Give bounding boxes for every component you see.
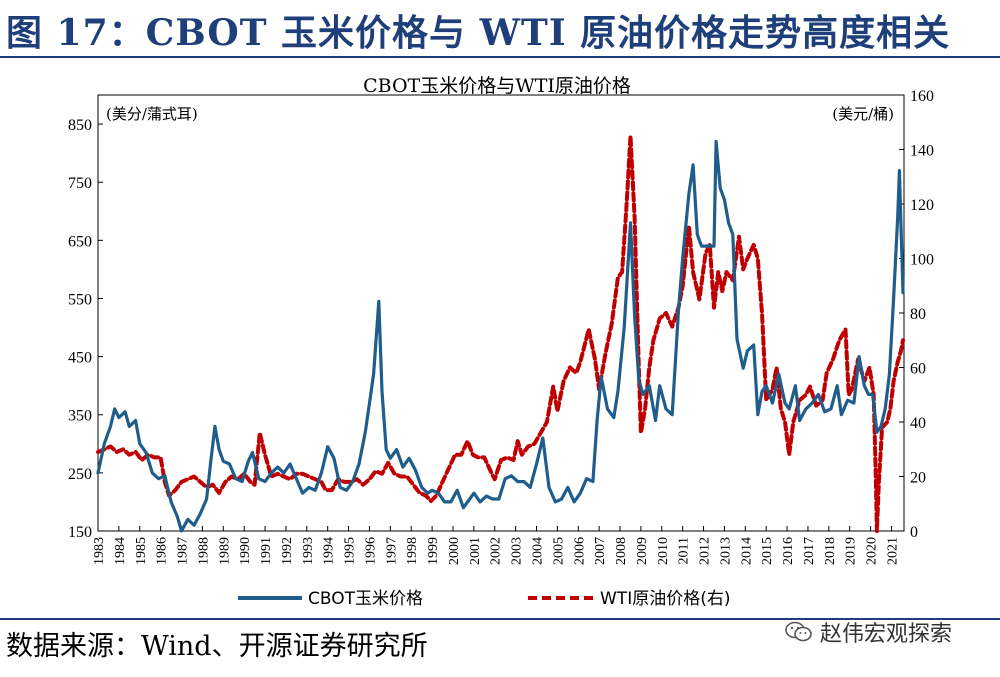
- x-tick-label: 1987: [176, 537, 191, 565]
- x-tick-label: 2011: [677, 537, 692, 564]
- x-tick-label: 1991: [259, 537, 274, 565]
- left-axis-unit: (美分/蒲式耳): [106, 105, 198, 123]
- x-tick-label: 2005: [551, 537, 566, 565]
- x-tick-label: 2001: [468, 537, 483, 565]
- x-tick-label: 2009: [635, 537, 650, 565]
- x-tick-label: 1985: [134, 537, 149, 565]
- x-tick-label: 2013: [718, 537, 733, 565]
- right-axis: 0 20 40 60 80 100 120 140 160: [899, 88, 934, 541]
- x-tick-label: 2017: [802, 537, 817, 565]
- legend-label-oil: WTI原油价格(右): [600, 589, 730, 609]
- x-tick-label: 2021: [885, 537, 900, 565]
- left-tick-label: 850: [68, 117, 92, 134]
- x-tick-label: 2000: [447, 537, 462, 565]
- x-tick-label: 2006: [572, 537, 587, 565]
- x-tick-label: 1996: [363, 537, 378, 565]
- x-tick-label: 2016: [781, 537, 796, 565]
- right-axis-unit: (美元/桶): [832, 105, 894, 123]
- legend: CBOT玉米价格 WTI原油价格(右): [238, 589, 730, 609]
- left-tick-label: 250: [68, 466, 92, 483]
- x-tick-label: 2012: [698, 537, 713, 565]
- x-tick-label: 1988: [196, 537, 211, 565]
- x-tick-label: 2004: [530, 537, 545, 565]
- x-tick-label: 1999: [426, 537, 441, 565]
- chart: CBOT玉米价格与WTI原油价格 (美分/蒲式耳) (美元/桶) 150 250 3…: [0, 58, 1000, 618]
- x-tick-label: 1986: [155, 537, 170, 565]
- right-tick-label: 160: [910, 88, 934, 105]
- x-tick-label: 2010: [656, 537, 671, 565]
- wechat-icon: [785, 621, 812, 642]
- left-tick-label: 450: [68, 350, 92, 367]
- series-line-wti-oil: [96, 133, 905, 533]
- watermark: 赵伟宏观探索: [784, 616, 952, 648]
- x-tick-label: 1994: [322, 537, 337, 565]
- left-tick-label: 350: [68, 408, 92, 425]
- x-tick-label: 1983: [92, 537, 107, 565]
- right-tick-label: 40: [910, 415, 926, 432]
- x-tick-label: 2019: [844, 537, 859, 565]
- x-tick-label: 1984: [113, 537, 128, 565]
- x-tick-label: 2015: [760, 537, 775, 565]
- x-tick-label: 1990: [238, 537, 253, 565]
- chart-title: CBOT玉米价格与WTI原油价格: [363, 75, 631, 97]
- x-tick-label: 2018: [823, 537, 838, 565]
- x-tick-label: 2008: [614, 537, 629, 565]
- source-divider: [0, 618, 1000, 620]
- figure-title: 图 17：CBOT 玉米价格与 WTI 原油价格走势高度相关: [6, 12, 951, 54]
- left-tick-label: 550: [68, 291, 92, 308]
- left-tick-label: 150: [68, 524, 92, 541]
- left-tick-label: 750: [68, 175, 92, 192]
- right-tick-label: 60: [910, 361, 926, 378]
- right-tick-label: 120: [910, 197, 934, 214]
- source-note: 数据来源：Wind、开源证券研究所: [6, 631, 428, 662]
- x-tick-label: 1998: [405, 537, 420, 565]
- right-tick-label: 100: [910, 252, 934, 269]
- watermark-text: 赵伟宏观探索: [820, 622, 953, 647]
- x-tick-label: 2020: [865, 537, 880, 565]
- x-tick-label: 2007: [593, 537, 608, 565]
- legend-label-corn: CBOT玉米价格: [308, 589, 423, 609]
- x-tick-label: 2014: [739, 537, 754, 565]
- right-tick-label: 20: [910, 470, 926, 487]
- left-tick-label: 650: [68, 233, 92, 250]
- left-axis: 150 250 350 450 550 650 750 850: [68, 117, 103, 541]
- x-tick-label: 1992: [280, 537, 295, 565]
- x-tick-label: 1989: [217, 537, 232, 565]
- x-tick-label: 1997: [384, 537, 399, 565]
- right-tick-label: 80: [910, 306, 926, 323]
- x-tick-label: 1993: [301, 537, 316, 565]
- right-tick-label: 140: [910, 143, 934, 160]
- x-tick-label: 2002: [489, 537, 504, 565]
- series-line-cbot-corn: [96, 139, 905, 533]
- title-divider: [0, 56, 1000, 58]
- series-layer: [96, 133, 905, 533]
- x-tick-label: 1995: [343, 537, 358, 565]
- x-axis: 1983 1984 1985 1986 1987 1988 1989 1990 1991 1992…: [92, 526, 900, 565]
- right-tick-label: 0: [910, 524, 918, 541]
- x-tick-label: 2003: [510, 537, 525, 565]
